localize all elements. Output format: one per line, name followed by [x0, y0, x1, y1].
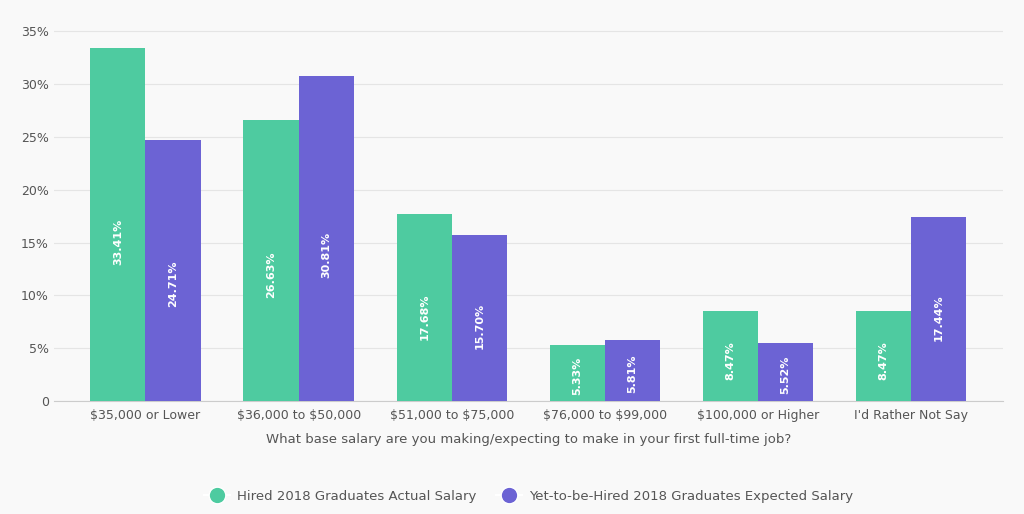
Text: 5.33%: 5.33%	[572, 357, 583, 395]
Bar	[396, 214, 452, 401]
Bar	[299, 76, 353, 401]
Bar	[90, 48, 145, 401]
Bar	[145, 140, 201, 401]
Text: 24.71%: 24.71%	[168, 260, 178, 307]
Text: 5.52%: 5.52%	[780, 356, 791, 394]
Bar	[605, 340, 660, 401]
Text: 17.68%: 17.68%	[419, 293, 429, 340]
Bar	[911, 217, 967, 401]
Text: 5.81%: 5.81%	[628, 354, 638, 393]
Text: 15.70%: 15.70%	[474, 303, 484, 350]
Text: 8.47%: 8.47%	[879, 341, 889, 380]
Text: 33.41%: 33.41%	[113, 219, 123, 265]
X-axis label: What base salary are you making/expecting to make in your first full-time job?: What base salary are you making/expectin…	[266, 433, 791, 446]
Bar	[550, 345, 605, 401]
Bar	[758, 343, 813, 401]
Text: 17.44%: 17.44%	[934, 295, 944, 341]
Text: 26.63%: 26.63%	[266, 251, 276, 298]
Text: 8.47%: 8.47%	[726, 341, 735, 380]
Bar	[702, 311, 758, 401]
Bar	[856, 311, 911, 401]
Bar	[452, 235, 507, 401]
Text: 30.81%: 30.81%	[322, 231, 331, 278]
Legend: Hired 2018 Graduates Actual Salary, Yet-to-be-Hired 2018 Graduates Expected Sala: Hired 2018 Graduates Actual Salary, Yet-…	[199, 485, 858, 508]
Bar	[244, 120, 299, 401]
